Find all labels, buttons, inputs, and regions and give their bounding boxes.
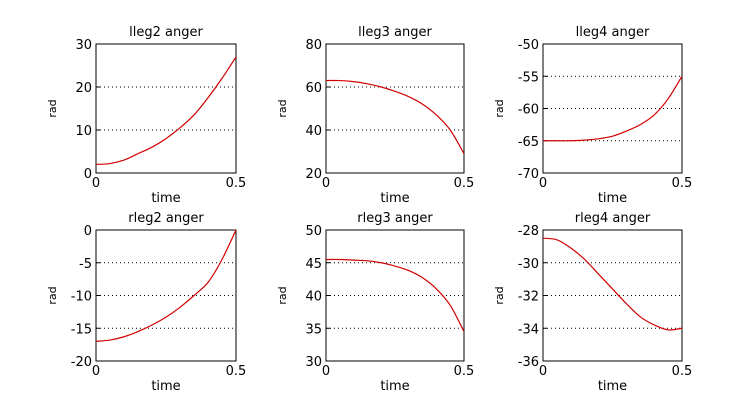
y-tick-label: -28 <box>518 224 539 239</box>
y-tick-label: -65 <box>518 135 539 150</box>
axes-frame <box>542 43 683 174</box>
y-tick-label: -15 <box>71 322 92 337</box>
subplot-5: 30 35 40 45 50 0 0.5 rleg3 anger time rad <box>276 211 474 394</box>
y-tick-label: -10 <box>71 290 92 305</box>
y-axis-label: rad <box>46 286 59 304</box>
x-tick-label: 0.5 <box>454 176 475 191</box>
series-line <box>95 56 237 165</box>
y-axis-label: rad <box>46 99 59 117</box>
x-tick-label: 0.5 <box>226 176 247 191</box>
series-line <box>95 229 237 342</box>
chart-title: rleg4 anger <box>575 211 651 226</box>
chart-title: rleg2 anger <box>128 211 204 226</box>
x-axis-label: time <box>380 379 409 394</box>
y-tick-label: 20 <box>305 167 322 182</box>
y-tick-label: 60 <box>305 81 322 96</box>
x-axis-label: time <box>380 191 409 206</box>
chart-title: lleg3 anger <box>358 25 432 40</box>
subplot-6: -36 -34 -32 -30 -28 0 0.5 rleg4 anger time rad <box>493 211 692 394</box>
y-tick-label: -30 <box>518 257 539 272</box>
y-axis-label: rad <box>276 286 289 304</box>
x-tick-label: 0 <box>539 364 547 379</box>
subplot-1: 0 10 20 30 0 0.5 lleg2 anger time rad <box>46 25 246 206</box>
y-tick-label: 50 <box>305 224 322 239</box>
y-tick-label: 35 <box>305 322 322 337</box>
y-tick-label: 40 <box>305 124 322 139</box>
y-tick-label: -34 <box>518 322 539 337</box>
x-axis-label: time <box>598 379 627 394</box>
y-tick-label: -50 <box>518 38 539 53</box>
axes-frame <box>95 43 237 174</box>
y-tick-label: -55 <box>518 70 539 85</box>
chart-title: rleg3 anger <box>357 211 433 226</box>
y-axis-label: rad <box>493 286 506 304</box>
chart-title: lleg2 anger <box>129 25 203 40</box>
x-tick-label: 0 <box>92 176 100 191</box>
series-line <box>325 79 465 154</box>
y-tick-label: 30 <box>305 355 322 370</box>
y-tick-label: 80 <box>305 38 322 53</box>
axes-frame <box>325 43 465 174</box>
series-line <box>542 75 683 142</box>
y-tick-label: 0 <box>84 224 92 239</box>
subplot-3: -70 -65 -60 -55 -50 0 0.5 lleg4 anger time rad <box>493 25 692 206</box>
axes-frame <box>542 229 683 362</box>
series-line <box>325 258 465 332</box>
y-tick-label: -36 <box>518 355 539 370</box>
x-tick-label: 0 <box>322 176 330 191</box>
x-tick-label: 0.5 <box>454 364 475 379</box>
series-line <box>542 237 683 331</box>
x-tick-label: 0.5 <box>672 176 693 191</box>
y-axis-label: rad <box>493 99 506 117</box>
subplot-2: 20 40 60 80 0 0.5 lleg3 anger time rad <box>276 25 474 206</box>
y-tick-label: 10 <box>75 124 92 139</box>
x-axis-label: time <box>151 191 180 206</box>
y-tick-label: 0 <box>84 167 92 182</box>
chart-title: lleg4 anger <box>576 25 650 40</box>
y-axis-label: rad <box>276 99 289 117</box>
subplot-4: -20 -15 -10 -5 0 0 0.5 rleg2 anger time rad <box>46 211 246 394</box>
x-tick-label: 0 <box>322 364 330 379</box>
x-tick-label: 0.5 <box>226 364 247 379</box>
y-tick-label: 40 <box>305 290 322 305</box>
x-axis-label: time <box>598 191 627 206</box>
x-tick-label: 0 <box>92 364 100 379</box>
y-tick-label: 30 <box>75 38 92 53</box>
y-tick-label: -32 <box>518 290 539 305</box>
y-tick-label: 45 <box>305 257 322 272</box>
y-tick-label: -5 <box>79 257 92 272</box>
x-axis-label: time <box>151 379 180 394</box>
y-tick-label: -20 <box>71 355 92 370</box>
x-tick-label: 0.5 <box>672 364 693 379</box>
x-tick-label: 0 <box>539 176 547 191</box>
y-tick-label: 20 <box>75 81 92 96</box>
y-tick-label: -70 <box>518 167 539 182</box>
y-tick-label: -60 <box>518 103 539 118</box>
